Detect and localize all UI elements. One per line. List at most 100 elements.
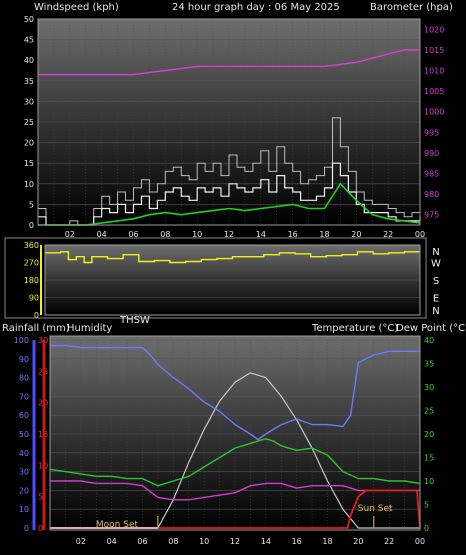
compass-label: S	[433, 276, 439, 287]
barometer-tick-label: 1005	[424, 87, 444, 96]
wind-tick-label: 0	[29, 221, 34, 230]
wind-gust-line	[38, 117, 421, 226]
temperature-tick-label: 15	[424, 454, 434, 463]
direction-tick-label: 90	[29, 294, 39, 303]
temperature-line	[49, 437, 421, 487]
wind-x-tick-label: 02	[65, 230, 75, 239]
humidity-tick-label: 20	[19, 486, 29, 495]
temperature-plot-border	[49, 335, 421, 531]
barometer-tick-label: 980	[424, 190, 439, 199]
temperature-x-tick-label: 14	[261, 537, 271, 546]
humidity-tick-label: 90	[19, 355, 29, 364]
rainfall-tick-label: 0	[38, 524, 43, 533]
compass-label: N	[432, 247, 439, 258]
humidity-axis-title: Humidity	[67, 323, 112, 334]
wind-plot-border	[37, 18, 421, 226]
wind-tick-label: 50	[24, 15, 34, 24]
barometer-tick-label: 1015	[424, 46, 444, 55]
wind-tick-label: 10	[24, 180, 34, 189]
wind-x-tick-label: 12	[224, 230, 234, 239]
humidity-line	[50, 344, 420, 441]
sun-set-label: Sun Set	[358, 504, 393, 514]
moon-set-label: Moon Set	[96, 520, 139, 530]
temperature-axis-title: Temperature (°C)	[311, 323, 398, 334]
wind-tick-label: 20	[24, 139, 34, 148]
wind-x-tick-label: 18	[319, 230, 329, 239]
humidity-tick-label: 0	[24, 524, 29, 533]
wind-x-tick-label: 06	[128, 230, 138, 239]
temperature-tick-label: 0	[424, 524, 429, 533]
chart-title: 24 hour graph day : 06 May 2025	[172, 2, 340, 13]
compass-label: W	[431, 259, 441, 270]
wind-direction-line	[45, 251, 420, 264]
direction-panel-frame	[4, 237, 427, 319]
wind-tick-label: 25	[24, 118, 34, 127]
humidity-tick-label: 70	[19, 392, 29, 401]
barometer-line	[38, 49, 420, 76]
dewpoint-line	[50, 480, 420, 501]
temperature-x-tick-label: 08	[168, 537, 178, 546]
wind-tick-label: 35	[24, 77, 34, 86]
wind-tick-label: 15	[24, 159, 34, 168]
rainfall-line	[50, 489, 421, 529]
wind-speed-line	[38, 162, 421, 226]
temperature-x-tick-label: 00	[415, 537, 425, 546]
temperature-x-tick-label: 10	[199, 537, 209, 546]
temperature-x-tick-label: 16	[292, 537, 302, 546]
wind-average-line	[38, 182, 421, 226]
temperature-tick-label: 5	[424, 501, 429, 510]
wind-x-tick-label: 14	[256, 230, 266, 239]
thsw-label: THSW	[119, 315, 150, 326]
barometer-tick-label: 1010	[424, 67, 444, 76]
temperature-tick-label: 25	[424, 407, 434, 416]
barometer-tick-label: 1020	[424, 25, 444, 34]
temperature-x-tick-label: 18	[322, 537, 332, 546]
temperature-x-tick-label: 20	[353, 537, 363, 546]
barometer-axis-title: Barometer (hpa)	[370, 2, 453, 13]
wind-x-tick-label: 10	[192, 230, 202, 239]
wind-tick-label: 30	[24, 97, 34, 106]
wind-x-tick-label: 22	[383, 230, 393, 239]
wind-tick-label: 5	[29, 200, 34, 209]
direction-plot-border	[44, 244, 421, 316]
direction-tick-label: 180	[24, 276, 39, 285]
wind-axis-title: Windspeed (kph)	[34, 2, 119, 13]
compass-label: N	[432, 306, 439, 317]
humidity-tick-label: 30	[19, 468, 29, 477]
barometer-tick-label: 1000	[424, 108, 444, 117]
barometer-tick-label: 985	[424, 170, 439, 179]
rainfall-axis-title: Rainfall (mm)	[2, 323, 70, 334]
barometer-tick-label: 975	[424, 211, 439, 220]
direction-tick-label: 0	[34, 311, 39, 320]
wind-x-tick-label: 08	[160, 230, 170, 239]
barometer-tick-label: 995	[424, 128, 439, 137]
temperature-x-tick-label: 06	[137, 537, 147, 546]
humidity-tick-label: 80	[19, 374, 29, 383]
wind-tick-label: 45	[24, 36, 34, 45]
temperature-x-tick-label: 22	[384, 537, 394, 546]
wind-x-tick-label: 04	[97, 230, 107, 239]
humidity-tick-label: 40	[19, 449, 29, 458]
barometer-tick-label: 990	[424, 149, 439, 158]
direction-tick-label: 270	[24, 259, 39, 268]
temperature-x-tick-label: 02	[76, 537, 86, 546]
compass-label: E	[433, 294, 439, 305]
humidity-tick-label: 100	[14, 336, 29, 345]
temperature-tick-label: 10	[424, 477, 434, 486]
direction-tick-label: 360	[24, 241, 39, 250]
temperature-tick-label: 40	[424, 336, 434, 345]
temperature-tick-label: 20	[424, 430, 434, 439]
rainfall-tick-label: 5	[38, 493, 43, 502]
wind-x-tick-label: 00	[415, 230, 425, 239]
humidity-tick-label: 50	[19, 430, 29, 439]
temperature-tick-label: 30	[424, 383, 434, 392]
wind-x-tick-label: 20	[351, 230, 361, 239]
humidity-tick-label: 10	[19, 505, 29, 514]
temperature-x-tick-label: 12	[230, 537, 240, 546]
temperature-x-tick-label: 04	[107, 537, 117, 546]
humidity-tick-label: 60	[19, 411, 29, 420]
thsw-line	[50, 372, 420, 529]
temperature-tick-label: 35	[424, 360, 434, 369]
wind-tick-label: 40	[24, 56, 34, 65]
